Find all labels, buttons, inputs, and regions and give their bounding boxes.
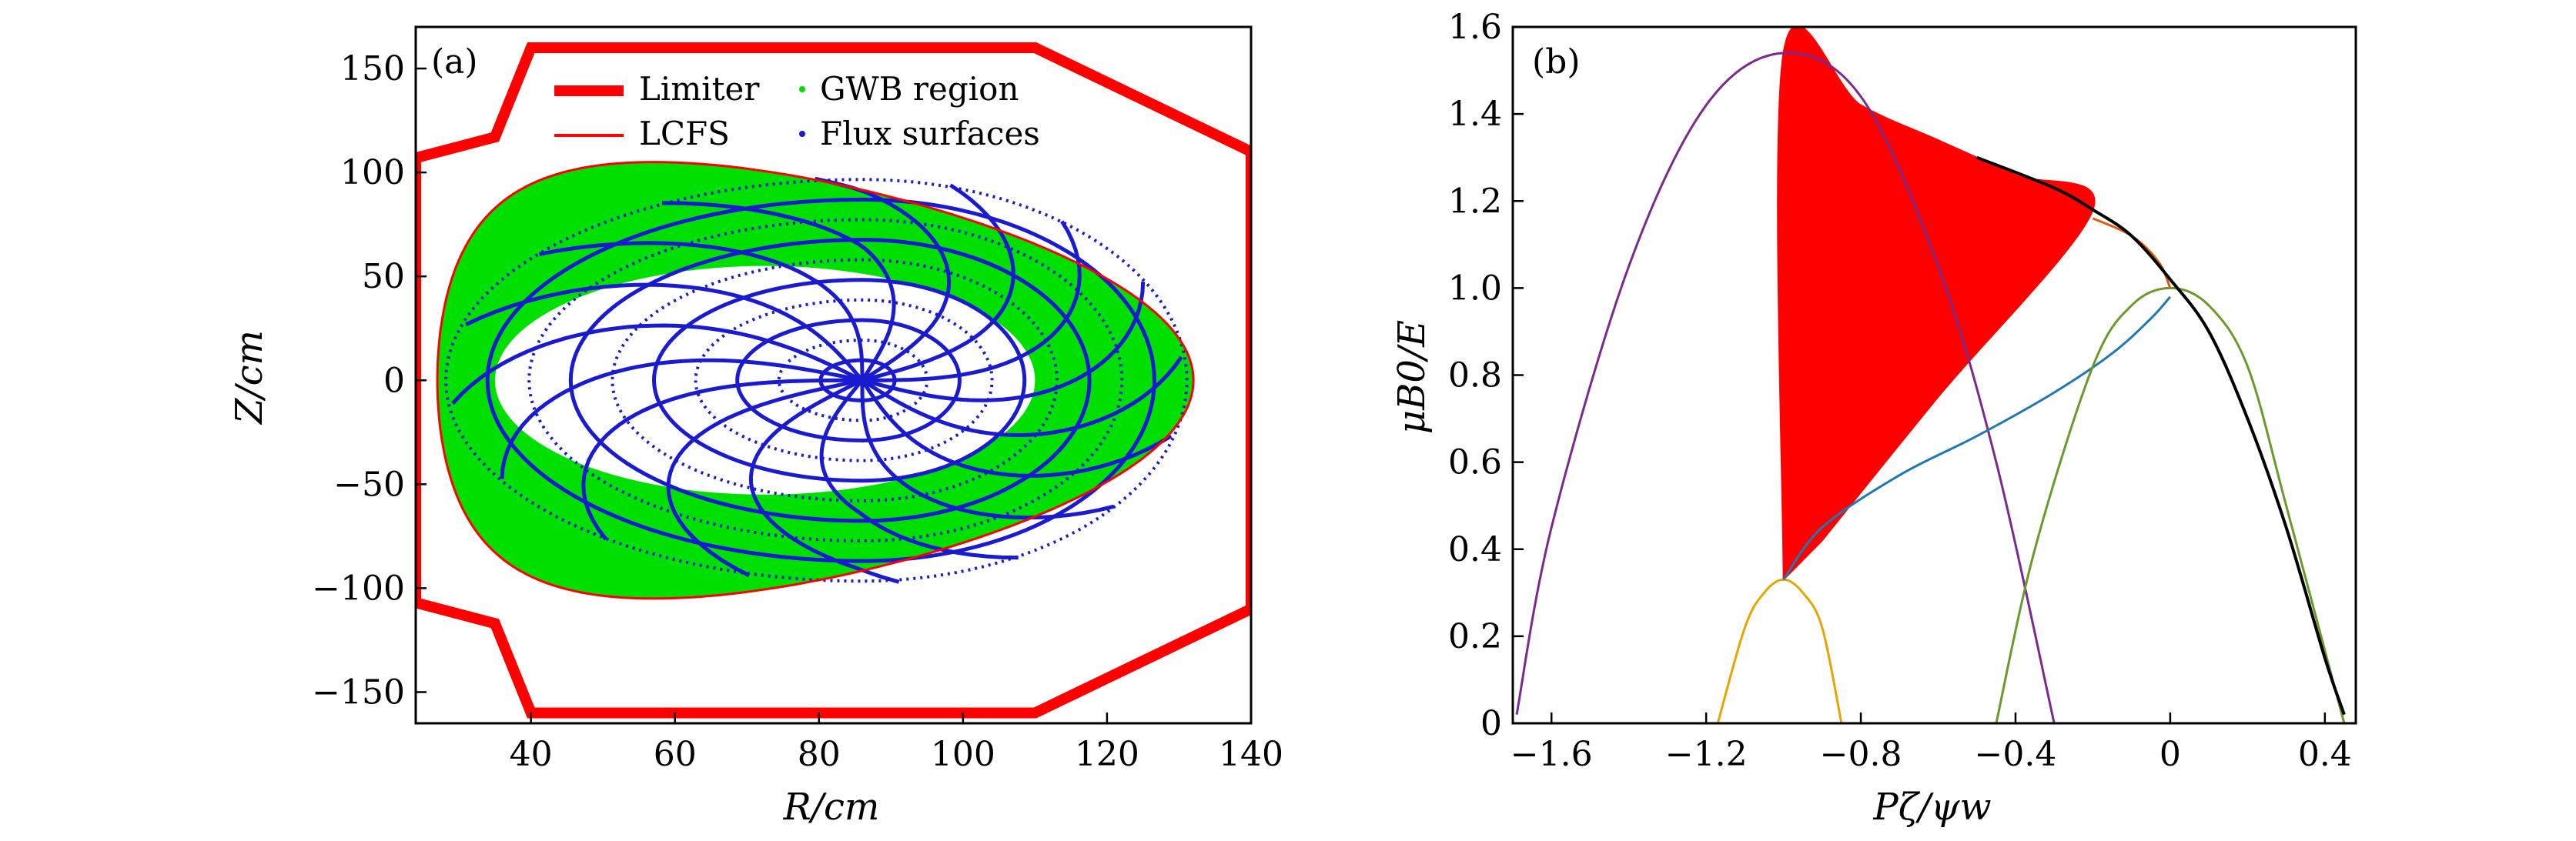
y-tick-label-a: −50 bbox=[333, 465, 405, 504]
y-tick-label-a: 0 bbox=[383, 361, 405, 400]
legend-entry: Flux surfaces bbox=[820, 115, 1040, 152]
y-tick-label-b: 0.6 bbox=[1448, 443, 1502, 482]
series-line bbox=[1515, 52, 2056, 723]
x-tick-label-a: 60 bbox=[654, 735, 697, 774]
flux-surface bbox=[652, 278, 1027, 483]
flux-line bbox=[581, 378, 862, 541]
flux-surface bbox=[568, 238, 1092, 523]
flux-line bbox=[666, 378, 863, 578]
flux-line bbox=[860, 379, 1173, 478]
series-line bbox=[1782, 295, 2172, 581]
y-tick-label-b: 1.4 bbox=[1448, 95, 1502, 134]
limiter-line bbox=[416, 42, 1251, 719]
flux-line bbox=[815, 176, 952, 382]
y-tick-label-a: −150 bbox=[312, 672, 405, 712]
filled-region bbox=[1777, 27, 2096, 582]
series-line bbox=[1976, 155, 2346, 716]
x-tick-label-a: 120 bbox=[1075, 735, 1139, 774]
flux-line bbox=[451, 323, 864, 405]
y-tick-label-a: −100 bbox=[312, 569, 405, 608]
flux-line bbox=[465, 282, 864, 382]
flux-surface bbox=[694, 298, 994, 462]
series-line bbox=[2092, 217, 2172, 289]
y-tick-label-b: 1.6 bbox=[1448, 8, 1502, 47]
x-tick-label-a: 100 bbox=[931, 735, 995, 774]
x-tick-label-b: −0.8 bbox=[1820, 735, 1902, 774]
x-tick-label-a: 80 bbox=[798, 735, 841, 774]
series-line bbox=[1716, 578, 1843, 723]
x-tick-label-b: −1.2 bbox=[1665, 735, 1748, 774]
plot-frame-a bbox=[414, 25, 1253, 725]
flux-line bbox=[861, 220, 1082, 382]
x-tick-label-b: 0.4 bbox=[2298, 735, 2352, 774]
lcfs-line bbox=[436, 161, 1195, 600]
y-tick-label-b: 1.2 bbox=[1448, 182, 1502, 221]
legend-entry: GWB region bbox=[820, 70, 1019, 108]
x-axis-label-b: Pζ/ψw bbox=[1872, 786, 1991, 829]
x-tick-label-b: −0.4 bbox=[1975, 735, 2057, 774]
legend-flux-swatch bbox=[799, 131, 805, 137]
y-tick-label-b: 1.0 bbox=[1448, 269, 1502, 308]
y-tick-label-a: 150 bbox=[340, 49, 405, 88]
panel-a-tag: (a) bbox=[431, 42, 478, 82]
panel-b-tag: (b) bbox=[1532, 42, 1581, 82]
flux-surface bbox=[611, 258, 1059, 502]
flux-surface bbox=[777, 339, 929, 422]
y-tick-label-b: 0 bbox=[1480, 704, 1502, 743]
panel-b: −1.6 −1.2 −0.8 −0.4 0 0.4 0 0.2 0.4 0.6 0.8 1.0 1.2 1… bbox=[1390, 8, 2357, 829]
flux-line bbox=[748, 379, 900, 584]
y-axis-label-a: Z/cm bbox=[228, 330, 271, 426]
y-axis-label-b: μB0/E bbox=[1390, 320, 1434, 434]
flux-line bbox=[819, 379, 1019, 560]
x-axis-label-a: R/cm bbox=[783, 786, 880, 829]
x-tick-label-a: 140 bbox=[1219, 735, 1283, 774]
flux-line bbox=[539, 241, 865, 381]
legend-gwb-swatch bbox=[799, 86, 805, 92]
y-tick-label-b: 0.4 bbox=[1448, 530, 1502, 569]
flux-line bbox=[860, 380, 1115, 520]
y-tick-label-a: 50 bbox=[362, 257, 405, 296]
y-tick-label-b: 0.8 bbox=[1448, 356, 1502, 395]
series-line bbox=[1995, 286, 2346, 723]
flux-line bbox=[861, 355, 1183, 438]
x-tick-label-a: 40 bbox=[510, 735, 553, 774]
x-tick-label-b: 0 bbox=[2159, 735, 2181, 774]
x-tick-label-b: −1.6 bbox=[1510, 735, 1593, 774]
y-tick-label-b: 0.2 bbox=[1448, 617, 1502, 656]
gwb-inner-hole bbox=[494, 265, 1035, 495]
flux-surface bbox=[444, 178, 1189, 583]
flux-line bbox=[661, 201, 896, 382]
flux-line bbox=[861, 183, 1015, 382]
legend-entry: Limiter bbox=[639, 70, 760, 108]
flux-line bbox=[500, 358, 863, 479]
flux-line bbox=[861, 281, 1146, 402]
legend-entry: LCFS bbox=[639, 115, 730, 152]
y-tick-label-a: 100 bbox=[340, 153, 405, 192]
flux-surface bbox=[735, 318, 962, 443]
